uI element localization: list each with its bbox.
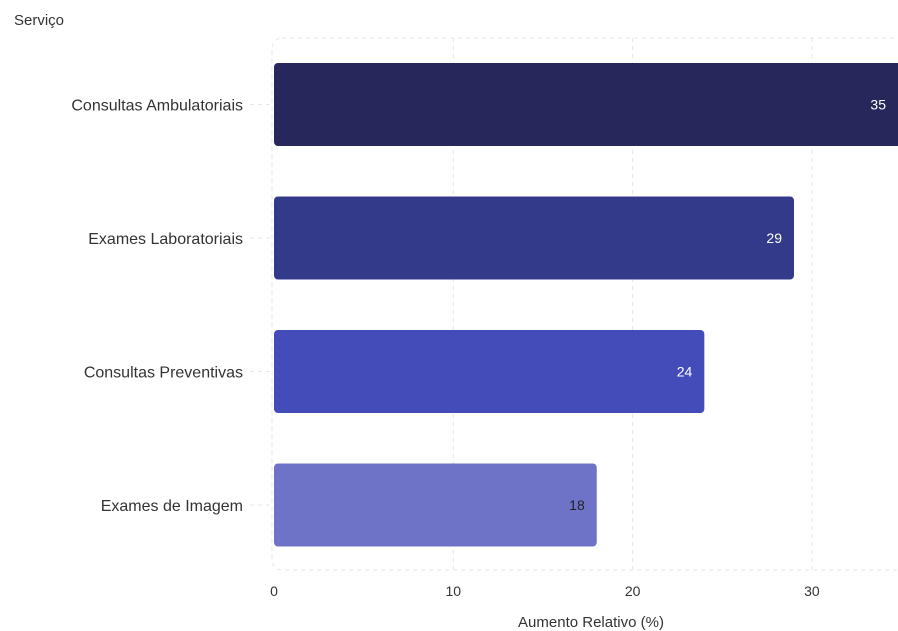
bar[interactable]	[274, 463, 597, 547]
x-tick-label: 20	[625, 583, 641, 599]
category-label: Consultas Preventivas	[84, 365, 243, 382]
y-axis-title: Serviço	[14, 12, 64, 29]
bar-value-label: 18	[569, 497, 585, 513]
bar-value-label: 35	[870, 97, 886, 113]
x-tick-label: 0	[270, 583, 278, 599]
bar[interactable]	[274, 63, 898, 146]
category-label: Exames Laboratoriais	[88, 231, 243, 248]
bar[interactable]	[274, 330, 705, 413]
x-tick-label: 30	[804, 583, 820, 599]
x-tick-label: 10	[446, 583, 462, 599]
bar-value-label: 24	[677, 364, 693, 380]
bars: 35 29 24 18	[274, 63, 898, 547]
bar-value-label: 29	[766, 230, 782, 246]
x-axis-title: Aumento Relativo (%)	[518, 614, 664, 631]
plot-frame	[271, 37, 898, 571]
category-label: Exames de Imagem	[101, 498, 243, 515]
category-label: Consultas Ambulatoriais	[71, 98, 243, 115]
x-tick-labels: 0 10 20 30	[270, 583, 820, 599]
category-labels: Consultas Ambulatoriais Exames Laboratori…	[71, 98, 243, 516]
bar[interactable]	[274, 196, 794, 280]
